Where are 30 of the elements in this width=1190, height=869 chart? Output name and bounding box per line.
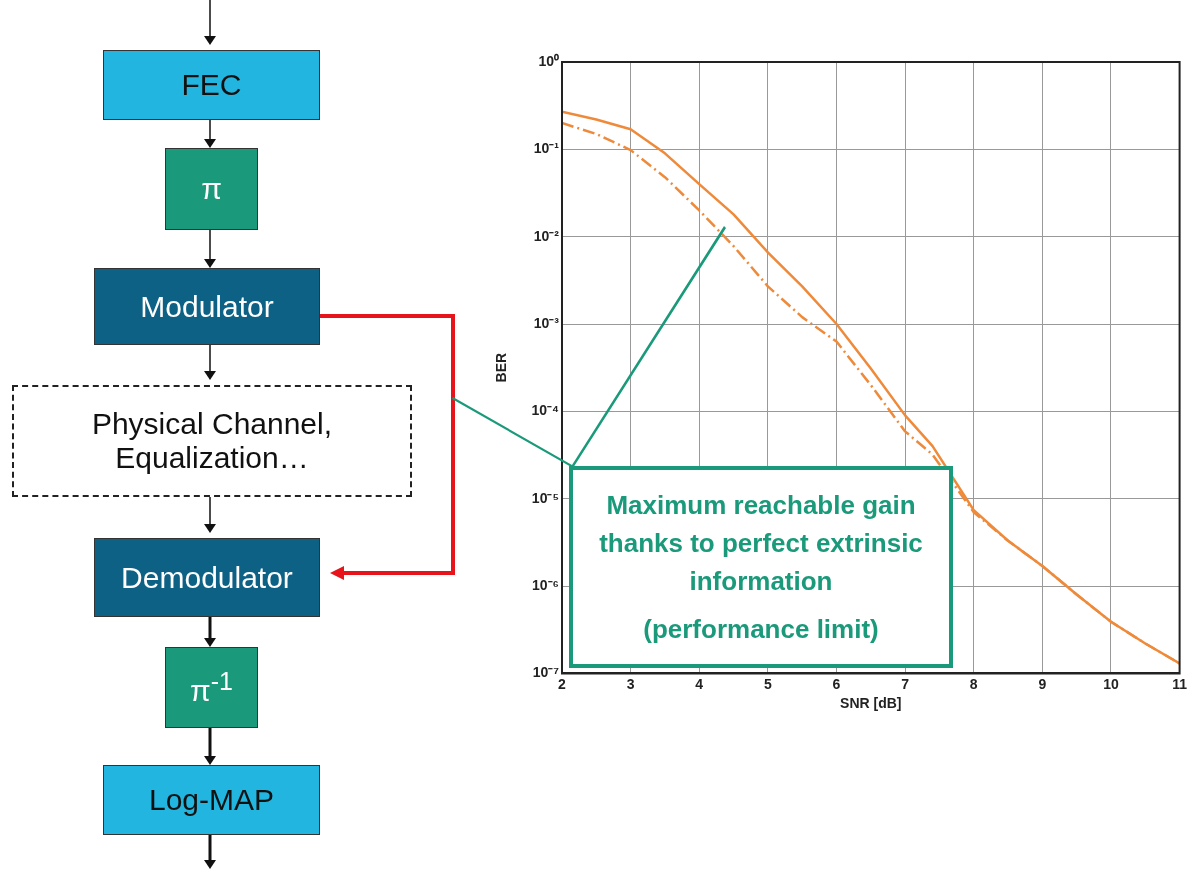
text: π — [201, 172, 222, 206]
y-tick-label: 10⁻⁷ — [532, 664, 560, 681]
y-axis-title: BER — [493, 352, 510, 383]
x-tick-label: 7 — [901, 675, 910, 692]
x-tick-label: 9 — [1038, 675, 1047, 692]
y-tick-label: 10⁰ — [538, 52, 559, 69]
text: π$^{-1}$ — [190, 667, 233, 708]
y-tick-label: 10⁻³ — [533, 314, 560, 331]
y-tick-label: 10⁻² — [533, 227, 560, 244]
annotation: (performance limit) — [642, 613, 880, 646]
text: Modulator — [140, 289, 274, 324]
x-tick-label: 2 — [558, 675, 567, 692]
y-tick-label: 10⁻⁶ — [531, 576, 559, 593]
x-tick-label: 8 — [969, 675, 978, 692]
text: FEC — [181, 68, 242, 102]
text: Demodulator — [121, 560, 293, 595]
x-axis-title: SNR [dB] — [840, 695, 902, 712]
y-tick-label: 10⁻⁵ — [531, 489, 559, 506]
annotation: Maximum reachable gain thanks to perfect extrinsic information — [598, 489, 924, 598]
x-tick-label: 4 — [695, 675, 704, 692]
y-tick-label: 10⁻¹ — [533, 140, 560, 157]
text: Physical Channel, Equalization… — [90, 407, 334, 475]
x-tick-label: 6 — [832, 675, 841, 692]
callout-box: Maximum reachable gain thanks to perfect extrinsic information (performance limit) — [569, 466, 953, 668]
x-tick-label: 5 — [763, 675, 772, 692]
x-tick-label: 10 — [1103, 675, 1119, 692]
x-tick-label: 3 — [626, 675, 635, 692]
y-tick-label: 10⁻⁴ — [531, 402, 560, 419]
x-tick-label: 11 — [1172, 675, 1188, 692]
text: Log-MAP — [148, 783, 275, 817]
